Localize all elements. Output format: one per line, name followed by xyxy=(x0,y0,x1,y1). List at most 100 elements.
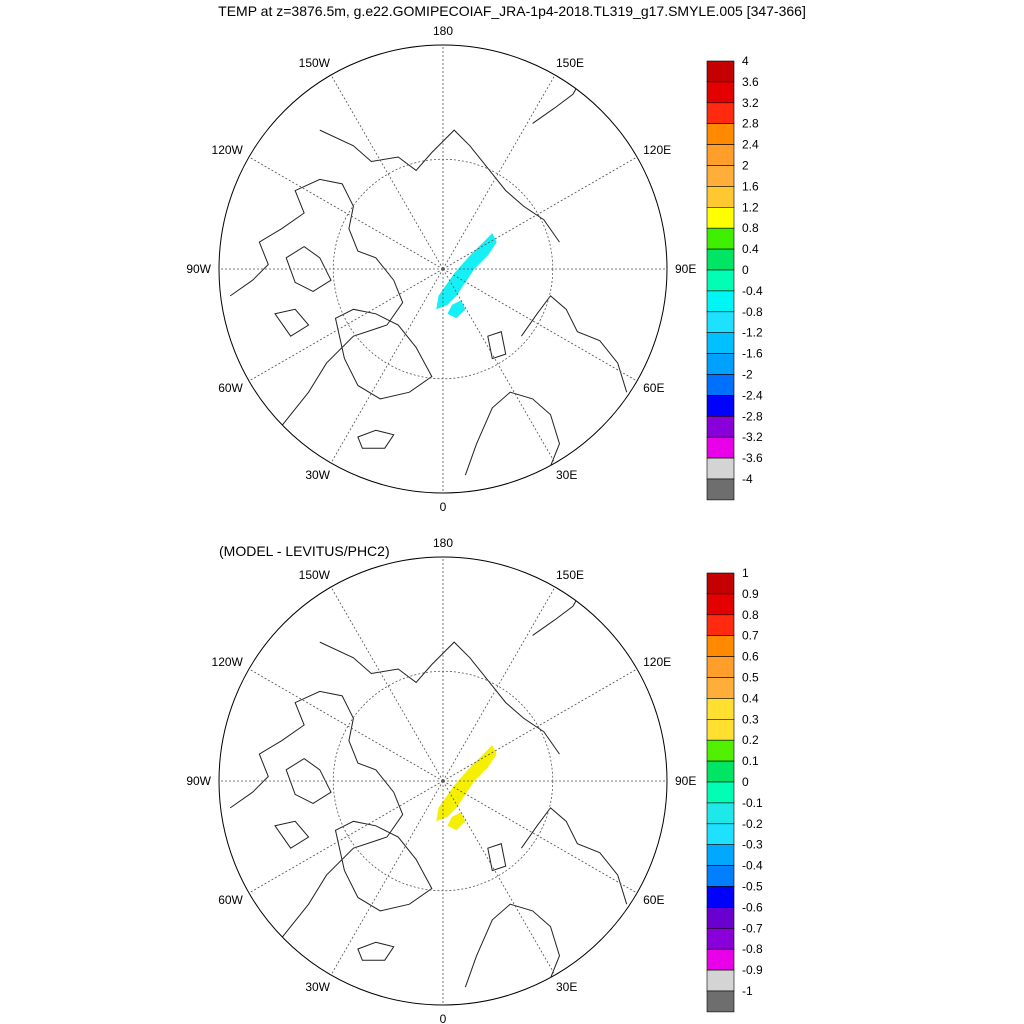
anomaly-region xyxy=(436,745,497,822)
coastline xyxy=(319,641,560,755)
colorbar-label: -3.2 xyxy=(742,430,763,444)
colorbar-label: 0 xyxy=(742,775,749,789)
colorbar-swatch xyxy=(706,165,735,187)
coastline xyxy=(334,820,433,912)
colorbar-swatch xyxy=(706,927,735,950)
colorbar-label: 3.2 xyxy=(742,96,759,110)
colorbar-label: 0.4 xyxy=(742,242,759,256)
longitude-label: 150W xyxy=(299,56,331,70)
colorbar-label: 0.1 xyxy=(742,754,759,768)
colorbar-swatch xyxy=(706,823,735,845)
colorbar-swatch xyxy=(706,948,735,971)
map-content xyxy=(219,45,667,493)
colorbar-label: 3.6 xyxy=(742,75,759,89)
colorbar-label: -0.8 xyxy=(742,942,763,956)
colorbar-label: -1 xyxy=(742,984,753,998)
colorbar-label: -3.6 xyxy=(742,451,763,465)
colorbar-swatch xyxy=(706,248,735,271)
coastline xyxy=(274,820,310,849)
longitude-label: 60E xyxy=(643,381,664,395)
longitude-label: 120W xyxy=(212,143,244,157)
longitude-label: 30W xyxy=(305,980,330,994)
map-panel-2: 180 150E 120E 90E 60E 30E 0 30W 60W 90W 120W 150W 1 0… xyxy=(186,536,763,1024)
colorbar-label: 0.8 xyxy=(742,608,759,622)
colorbar-swatch xyxy=(706,374,735,396)
coastline xyxy=(520,295,628,393)
colorbar-label: 2 xyxy=(742,159,749,173)
colorbar-label: -0.5 xyxy=(742,880,763,894)
colorbar-label: 1.6 xyxy=(742,179,759,193)
meridian-line xyxy=(442,586,556,782)
colorbar-swatch xyxy=(706,614,735,636)
meridian-line xyxy=(248,268,444,382)
meridian-line xyxy=(248,780,444,894)
longitude-label: 60E xyxy=(643,893,664,907)
colorbar-swatch xyxy=(706,186,735,208)
colorbar-label: 0.9 xyxy=(742,587,759,601)
meridian-line xyxy=(442,268,556,464)
coastline xyxy=(520,807,628,905)
colorbar-swatch xyxy=(706,415,735,438)
colorbar-swatch xyxy=(706,102,735,125)
map-panel-1: 180 150E 120E 90E 60E 30E 0 30W 60W 90W 120W 150W 4 3… xyxy=(186,24,763,514)
coastline xyxy=(334,308,433,400)
latitude-circle xyxy=(332,158,554,380)
meridian-line xyxy=(442,268,638,382)
meridian-line xyxy=(442,780,638,894)
colorbar-label: 1 xyxy=(742,566,749,580)
colorbar-label: 2.8 xyxy=(742,117,759,131)
colorbar-label: 0 xyxy=(742,263,749,277)
colorbar-label: 0.3 xyxy=(742,712,759,726)
colorbar-swatch xyxy=(706,332,735,354)
anomaly-region xyxy=(436,233,497,310)
colorbar-swatch xyxy=(706,123,735,145)
colorbar-label: 0.5 xyxy=(742,671,759,685)
colorbar-swatch xyxy=(706,269,735,292)
meridian-line xyxy=(330,268,444,464)
colorbar-swatch xyxy=(706,781,735,804)
coastline xyxy=(285,245,332,292)
longitude-label: 30W xyxy=(305,468,330,482)
colorbar-swatch xyxy=(706,395,735,417)
coastline xyxy=(357,429,395,449)
colorbar-label: -0.8 xyxy=(742,305,763,319)
longitude-label: 60W xyxy=(218,893,243,907)
colorbar-swatch xyxy=(706,290,735,313)
coastline xyxy=(487,843,507,872)
map-content xyxy=(219,557,667,1005)
colorbar-swatch xyxy=(706,457,735,480)
longitude-label: 0 xyxy=(440,1012,447,1024)
colorbar-swatch xyxy=(706,81,735,104)
colorbar-label: 2.4 xyxy=(742,138,759,152)
coastline xyxy=(285,757,332,804)
colorbar-label: -4 xyxy=(742,472,753,486)
longitude-label: 150E xyxy=(556,568,584,582)
colorbar-swatch xyxy=(706,656,735,678)
colorbar-swatch xyxy=(706,698,735,720)
longitude-label: 90E xyxy=(675,262,696,276)
colorbar-label: 0.2 xyxy=(742,733,759,747)
colorbar-swatch xyxy=(706,353,735,375)
colorbar-swatch xyxy=(706,144,735,166)
map-boundary xyxy=(218,556,668,1006)
coastline xyxy=(464,391,561,476)
colorbar: 4 3.6 3.2 2.8 2.4 2 1.6 1.2 0.8 0.4 0 -0.4 -0.8 -1.2 -… xyxy=(706,54,763,501)
meridian-line xyxy=(442,74,556,270)
colorbar-swatch xyxy=(706,635,735,657)
longitude-label: 180 xyxy=(433,24,453,38)
page-title: TEMP at z=3876.5m, g.e22.GOMIPECOIAF_JRA… xyxy=(218,3,806,19)
colorbar-swatch xyxy=(706,865,735,887)
meridian-line xyxy=(330,586,444,782)
colorbar-label: -0.7 xyxy=(742,921,763,935)
longitude-label: 150E xyxy=(556,56,584,70)
coastline xyxy=(274,308,310,337)
colorbar-swatch xyxy=(706,990,735,1013)
anomaly-region xyxy=(447,300,466,319)
coastline xyxy=(229,690,404,939)
colorbar-swatch xyxy=(706,739,735,762)
longitude-label: 150W xyxy=(299,568,331,582)
colorbar-swatch xyxy=(706,478,735,501)
coastline xyxy=(319,129,560,243)
meridian-line xyxy=(442,780,556,976)
longitude-label: 180 xyxy=(433,536,453,550)
